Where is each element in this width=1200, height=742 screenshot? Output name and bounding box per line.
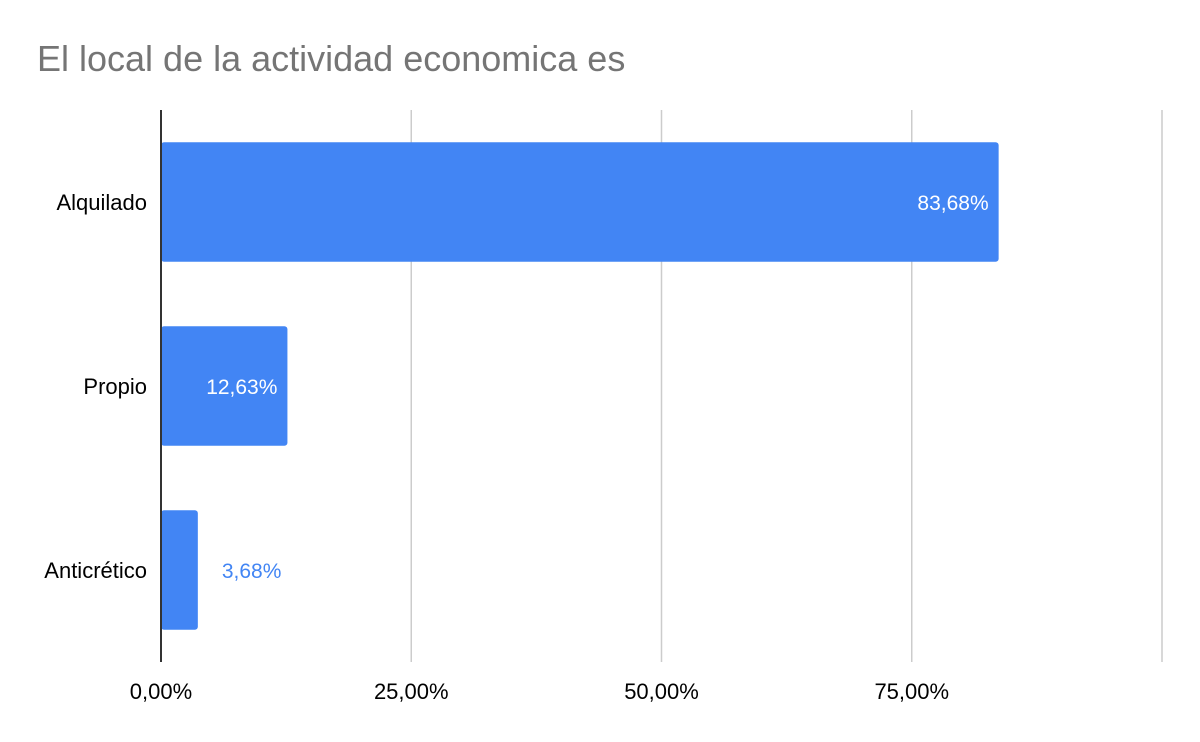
x-tick-label: 75,00% <box>874 679 949 704</box>
bar <box>161 142 999 262</box>
category-label: Alquilado <box>56 190 147 215</box>
category-label: Anticrético <box>44 558 147 583</box>
x-tick-label: 50,00% <box>624 679 699 704</box>
labels: 0,00% 25,00% 50,00% 75,00% Alquilado 83,68% Pr… <box>44 190 988 704</box>
data-label: 3,68% <box>222 560 282 583</box>
chart-title: El local de la actividad economica es <box>37 38 626 79</box>
bar <box>161 326 288 446</box>
category-label: Propio <box>83 374 147 399</box>
data-label: 83,68% <box>917 192 988 215</box>
x-tick-label: 25,00% <box>374 679 449 704</box>
bar <box>161 510 198 630</box>
x-tick-label: 0,00% <box>130 679 192 704</box>
data-label: 12,63% <box>206 376 277 399</box>
bars <box>161 142 999 630</box>
